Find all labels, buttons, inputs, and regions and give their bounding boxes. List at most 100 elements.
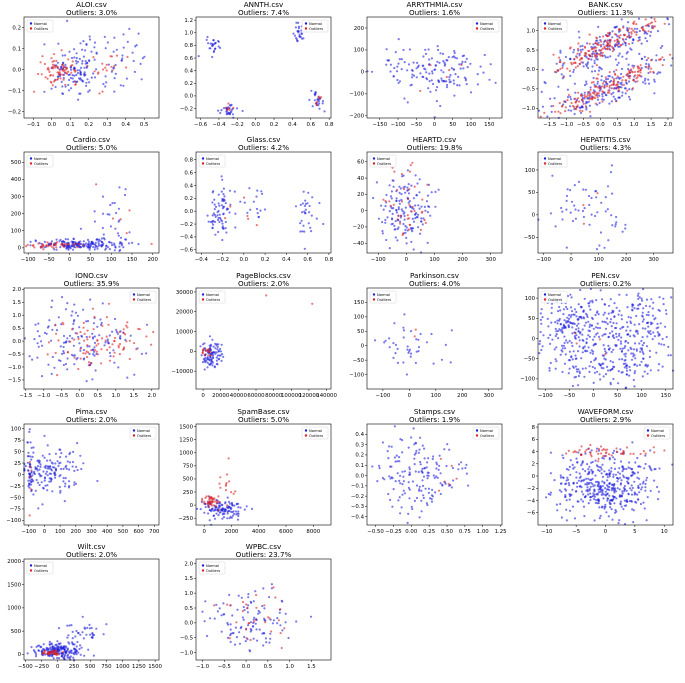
outlier-point [583,93,586,97]
normal-point [62,352,66,355]
normal-point [57,627,61,630]
normal-point [623,523,627,526]
normal-point [139,62,142,65]
normal-point [103,344,106,347]
normal-point [405,373,408,376]
normal-point [427,87,430,90]
normal-point [628,461,631,464]
normal-point [391,218,394,221]
outlier-point [66,351,70,354]
normal-point [620,314,623,317]
outlier-point [597,448,600,451]
outlier-point [409,164,412,167]
legend-outliers-marker [475,27,479,30]
outlier-point [601,47,604,50]
normal-point [230,507,233,510]
outlier-point [87,351,90,354]
outlier-point [47,245,50,248]
outlier-point [92,56,95,59]
normal-point [395,70,399,73]
normal-point [29,483,33,486]
outlier-point [642,450,645,453]
normal-point [133,373,136,376]
y-tick-label: 0.4 [355,432,364,438]
normal-point [405,242,408,245]
chart-title: Cardio.csv [72,135,111,144]
normal-point [440,358,443,361]
normal-point [595,248,599,251]
y-tick-label: −50 [10,495,22,501]
normal-point [49,477,53,480]
outlier-point [597,73,600,76]
outlier-point [207,501,210,505]
normal-point [219,347,222,351]
normal-point [617,54,620,57]
normal-point [86,626,89,629]
normal-point [79,227,82,230]
normal-point [605,488,608,491]
normal-point [248,187,251,190]
normal-point [111,202,114,205]
normal-point [413,457,416,460]
normal-point [68,246,71,249]
normal-point [657,71,660,74]
outlier-point [582,203,585,207]
outlier-point [255,606,258,609]
chart-subtitle: Outliers: 11.3% [577,8,634,17]
outlier-point [597,460,600,463]
normal-point [211,338,214,341]
outlier-point [604,448,607,451]
normal-point [424,52,428,56]
outlier-point [71,60,74,63]
normal-point [595,196,598,199]
normal-point [652,301,655,304]
normal-point [41,344,44,347]
normal-point [104,47,107,50]
normal-point [401,451,404,454]
normal-point [424,209,427,212]
outlier-point [584,450,587,453]
normal-point [590,461,593,464]
normal-point [24,465,27,468]
normal-point [417,350,420,353]
normal-point [66,368,69,371]
outlier-point [118,330,121,334]
normal-point [606,365,609,368]
normal-point [611,192,614,195]
normal-point [385,238,388,242]
outlier-point [47,341,50,344]
x-tick-label: −5 [572,529,580,535]
normal-point [264,637,267,640]
normal-point [140,352,143,355]
normal-point [420,510,423,513]
normal-point [70,314,73,317]
normal-point [49,647,52,650]
normal-point [207,512,210,515]
normal-point [245,505,248,508]
outlier-point [608,41,612,44]
outlier-point [111,217,114,220]
normal-point [123,193,127,197]
normal-point [216,354,219,357]
normal-point [104,341,107,344]
y-tick-label: 0.0 [355,473,364,479]
y-tick-label: 1500 [7,582,21,588]
outlier-point [150,242,153,245]
chart-subtitle: Outliers: 2.0% [65,550,118,559]
x-tick-label: 60000 [247,393,265,399]
normal-point [76,356,79,360]
normal-point [440,69,443,72]
normal-point [239,506,242,509]
normal-point [648,349,651,352]
normal-point [402,326,405,329]
normal-point [384,221,387,224]
normal-point [243,608,246,612]
normal-point [318,102,321,105]
outlier-point [628,27,631,30]
normal-point [430,497,433,501]
normal-point [58,240,61,243]
outlier-point [615,68,618,72]
outlier-point [616,80,619,83]
normal-point [584,452,587,455]
